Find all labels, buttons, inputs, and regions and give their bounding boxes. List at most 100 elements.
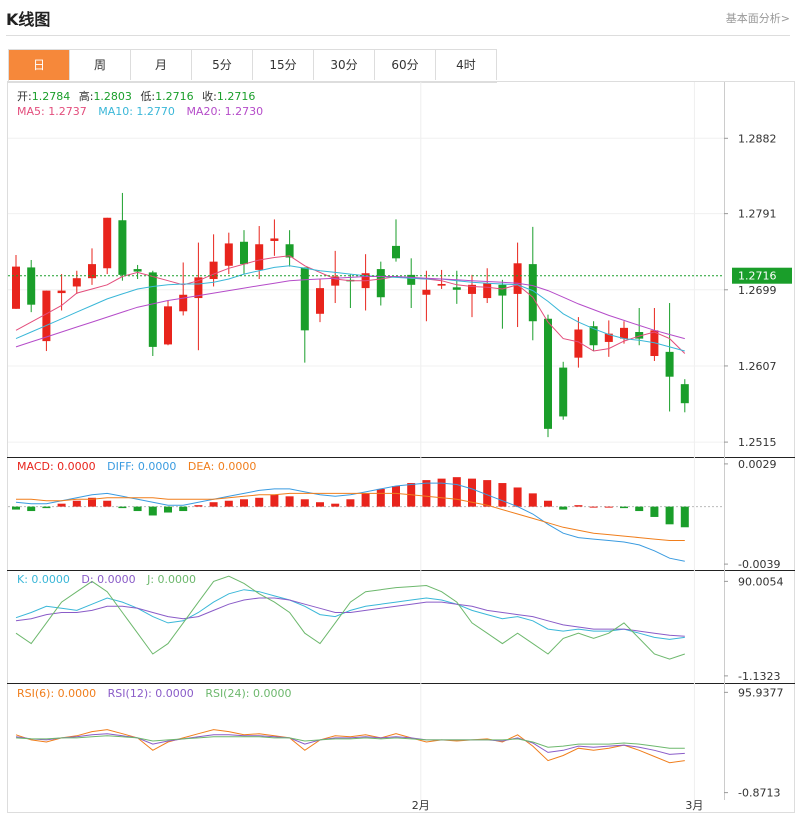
open-value: 1.2784 xyxy=(32,90,71,103)
ma-line-ma20 xyxy=(15,276,685,348)
macd-bar xyxy=(574,505,583,507)
x-tick-label: 2月 xyxy=(412,799,430,812)
candle xyxy=(528,264,537,322)
candle xyxy=(665,351,674,377)
macd-bar xyxy=(224,500,233,507)
macd-bar xyxy=(240,499,248,507)
macd-bar xyxy=(620,506,628,509)
frame xyxy=(7,81,795,813)
candle xyxy=(376,269,385,298)
macd-bar xyxy=(88,497,96,507)
macd-bar xyxy=(680,506,689,528)
tab-day[interactable]: 日 xyxy=(9,50,70,80)
rsi24-line xyxy=(15,735,685,749)
macd-bar xyxy=(27,506,36,512)
kdj-tick-label: -1.1323 xyxy=(738,670,780,683)
candle xyxy=(574,329,583,358)
y-axis-labels: 1.2882 1.2791 1.2699 1.2607 1.2515 0.0029 -0.0… xyxy=(724,132,784,800)
ma-legend: MA5: 1.2737 MA10: 1.2770 MA20: 1.2730 xyxy=(17,105,263,118)
macd-bar xyxy=(376,488,385,507)
macd-bar xyxy=(528,493,537,507)
price-tick-label: 1.2699 xyxy=(738,284,777,297)
kdj-legend-d: D: 0.0000 xyxy=(81,573,135,586)
macd-bar xyxy=(392,486,400,507)
last-price-badge xyxy=(732,267,792,284)
rsi-tick-label: 95.9377 xyxy=(738,686,784,699)
candle xyxy=(300,267,309,331)
macd-bar xyxy=(270,494,279,507)
candle xyxy=(483,283,492,299)
rsi-panel xyxy=(15,729,685,764)
rsi-tick-label: -0.8713 xyxy=(738,787,780,800)
candle xyxy=(498,284,507,296)
ma10-legend: MA10: 1.2770 xyxy=(98,105,175,118)
candle xyxy=(513,263,522,294)
dea-line xyxy=(16,492,685,541)
candle xyxy=(270,238,279,241)
tab-60min[interactable]: 60分 xyxy=(375,50,436,80)
tab-4hour[interactable]: 4时 xyxy=(436,50,497,80)
x-axis-labels: 2月 3月 xyxy=(412,799,704,812)
macd-bar xyxy=(589,506,598,508)
candle xyxy=(133,269,142,272)
macd-bar xyxy=(650,506,659,517)
macd-bar xyxy=(255,497,264,507)
tab-month[interactable]: 月 xyxy=(131,50,192,80)
candle xyxy=(148,272,157,347)
kdj-legend-k: K: 0.0000 xyxy=(17,573,70,586)
ohlc-legend: 开:1.2784 高:1.2803 低:1.2716 收:1.2716 xyxy=(17,89,255,103)
macd-bar xyxy=(72,500,81,507)
candle xyxy=(27,267,36,305)
d-line xyxy=(15,597,685,637)
candle xyxy=(604,333,613,342)
tab-15min[interactable]: 15分 xyxy=(253,50,314,80)
macd-bar xyxy=(209,502,218,507)
candle xyxy=(422,289,431,295)
macd-bar xyxy=(346,499,355,507)
macd-legend: MACD: 0.0000 DIFF: 0.0000 DEA: 0.0000 xyxy=(17,460,256,473)
candle xyxy=(635,332,644,339)
tab-5min[interactable]: 5分 xyxy=(192,50,253,80)
macd-bar xyxy=(437,478,446,507)
candle xyxy=(103,217,112,269)
macd-bar xyxy=(483,480,492,507)
macd-bar xyxy=(544,500,552,507)
rsi12-line xyxy=(15,733,685,755)
candle xyxy=(42,290,51,342)
candle xyxy=(240,241,248,265)
price-tick-label: 1.2515 xyxy=(738,436,777,449)
macd-bar xyxy=(179,506,188,512)
macd-tick-label: -0.0039 xyxy=(738,558,780,571)
macd-bar xyxy=(468,478,476,507)
macd-legend-dea: DEA: 0.0000 xyxy=(188,460,256,473)
tab-30min[interactable]: 30分 xyxy=(314,50,375,80)
kdj-legend-j: J: 0.0000 xyxy=(146,573,196,586)
candle xyxy=(589,326,598,346)
macd-bar xyxy=(331,503,340,507)
candle xyxy=(164,306,172,345)
kdj-tick-label: 90.0054 xyxy=(738,575,784,588)
rsi-legend: RSI(6): 0.0000 RSI(12): 0.0000 RSI(24): … xyxy=(17,687,291,700)
last-price-label: 1.2716 xyxy=(738,270,777,283)
price-tick-label: 1.2882 xyxy=(738,132,777,145)
macd-bar xyxy=(559,506,568,510)
analysis-link[interactable]: 基本面分析> xyxy=(725,12,790,25)
tab-week[interactable]: 周 xyxy=(70,50,131,80)
rsi6-line xyxy=(15,729,685,764)
period-tabs: 日 周 月 5分 15分 30分 60分 4时 xyxy=(8,49,497,83)
macd-bar xyxy=(118,506,127,509)
macd-bar xyxy=(57,503,66,507)
candle xyxy=(559,367,568,417)
ma5-legend: MA5: 1.2737 xyxy=(17,105,87,118)
high-value: 1.2803 xyxy=(93,90,132,103)
macd-bar xyxy=(285,496,294,507)
macd-bar xyxy=(513,487,522,507)
macd-bar xyxy=(316,502,324,507)
close-value: 1.2716 xyxy=(217,90,256,103)
candle xyxy=(452,287,461,290)
ma20-legend: MA20: 1.2730 xyxy=(186,105,263,118)
rsi-legend-12: RSI(12): 0.0000 xyxy=(108,687,194,700)
x-tick-label: 3月 xyxy=(685,799,703,812)
candle xyxy=(224,243,233,266)
macd-panel xyxy=(8,477,724,562)
